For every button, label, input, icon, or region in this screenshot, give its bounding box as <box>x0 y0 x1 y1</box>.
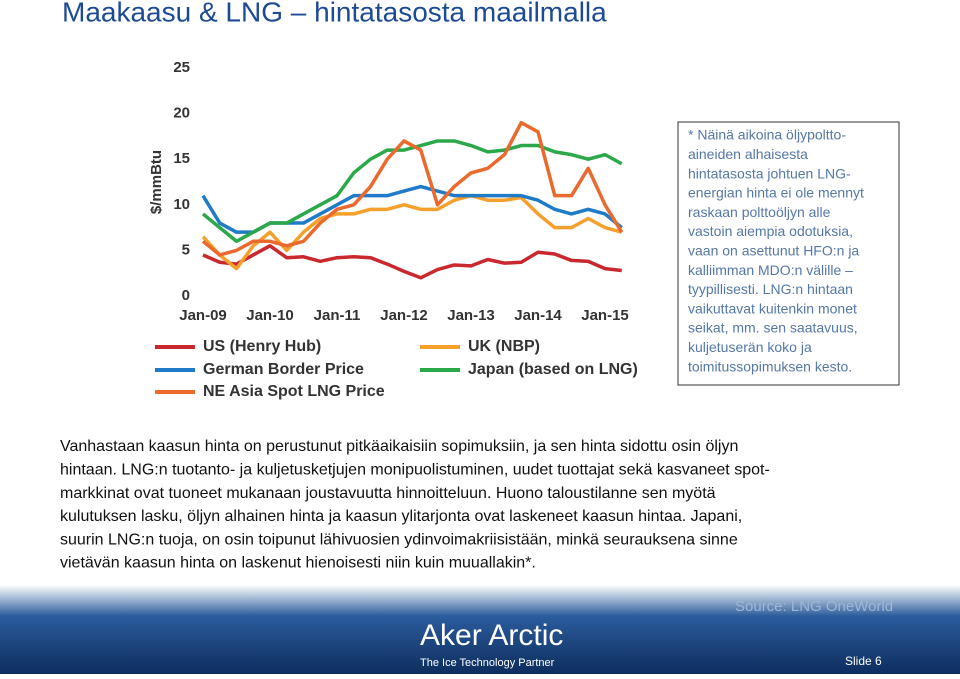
note-line: seikat, mm. sen saatavuus, <box>688 320 858 336</box>
legend-label: German Border Price <box>203 361 364 378</box>
chart: 0 5 10 15 20 25 Jan-09 Jan-10 Jan-11 Jan-12 Jan-13… <box>155 59 638 400</box>
y-tick-label: 15 <box>173 150 190 167</box>
body-line: hintaan. LNG:n tuotanto- ja kuljetusketj… <box>60 462 770 479</box>
x-tick-label: Jan-10 <box>246 307 294 324</box>
y-axis-label: $/mmBtu <box>148 150 165 214</box>
body-line: markkinat ovat tuoneet mukanaan joustavu… <box>60 485 716 502</box>
body-line: kulutuksen lasku, öljyn alhainen hinta j… <box>60 508 742 525</box>
series-line <box>202 244 622 280</box>
legend-label: NE Asia Spot LNG Price <box>203 383 385 400</box>
note-line: vaan on asettunut HFO:n ja <box>688 243 859 259</box>
legend-label: UK (NBP) <box>468 338 540 355</box>
note-line: kuljetuserän koko ja <box>688 339 812 355</box>
slide-title: Maakaasu & LNG – hintatasosta maailmalla <box>62 0 607 27</box>
body-line: vietävän kaasun hinta on laskenut hienoi… <box>60 555 536 572</box>
footer-band <box>0 585 960 674</box>
y-tick-label: 5 <box>182 241 190 258</box>
y-tick-label: 0 <box>182 287 190 304</box>
note-line: kalliimman MDO:n välille – <box>688 262 853 278</box>
x-tick-label: Jan-11 <box>314 307 361 324</box>
body-line: suurin LNG:n tuoja, on osin toipunut läh… <box>60 531 738 548</box>
series-line <box>201 193 623 271</box>
tagline: The Ice Technology Partner <box>420 657 555 669</box>
note-line: vastoin aiempia odotuksia, <box>688 223 853 239</box>
note-line: vaikuttavat kuitenkin monet <box>688 300 857 316</box>
x-tick-label: Jan-09 <box>179 307 227 324</box>
body-text: Vanhastaan kaasun hinta on perustunut pi… <box>60 438 770 572</box>
x-tick-label: Jan-14 <box>514 307 562 324</box>
note-line: raskaan polttoöljyn alle <box>688 204 831 220</box>
note-line: toimitussopimuksen kesto. <box>688 358 852 374</box>
y-tick-label: 25 <box>173 59 190 76</box>
x-tick-label: Jan-15 <box>581 307 629 324</box>
y-tick-label: 20 <box>173 105 190 122</box>
note-line: tyypillisesti. LNG:n hintaan <box>688 281 853 297</box>
note-line: * Näinä aikoina öljypoltto- <box>688 127 846 143</box>
note-line: aineiden alhaisesta <box>688 146 808 162</box>
brand: Aker Arctic <box>420 619 563 652</box>
source: Source: LNG OneWorld <box>735 598 893 615</box>
note-line: energian hinta ei ole mennyt <box>688 185 864 201</box>
body-line: Vanhastaan kaasun hinta on perustunut pi… <box>60 438 738 455</box>
x-tick-label: Jan-13 <box>447 307 495 324</box>
legend-label: Japan (based on LNG) <box>468 361 638 378</box>
slide-number: Slide 6 <box>845 654 882 668</box>
legend-label: US (Henry Hub) <box>203 338 321 355</box>
note-box <box>677 121 900 386</box>
note-line: hintatasosta johtuen LNG- <box>688 165 851 181</box>
x-tick-label: Jan-12 <box>380 307 428 324</box>
series-line <box>201 139 623 244</box>
series-line <box>201 120 624 257</box>
note: * Näinä aikoina öljypoltto-aineiden alha… <box>688 127 864 375</box>
y-tick-label: 10 <box>173 196 190 213</box>
